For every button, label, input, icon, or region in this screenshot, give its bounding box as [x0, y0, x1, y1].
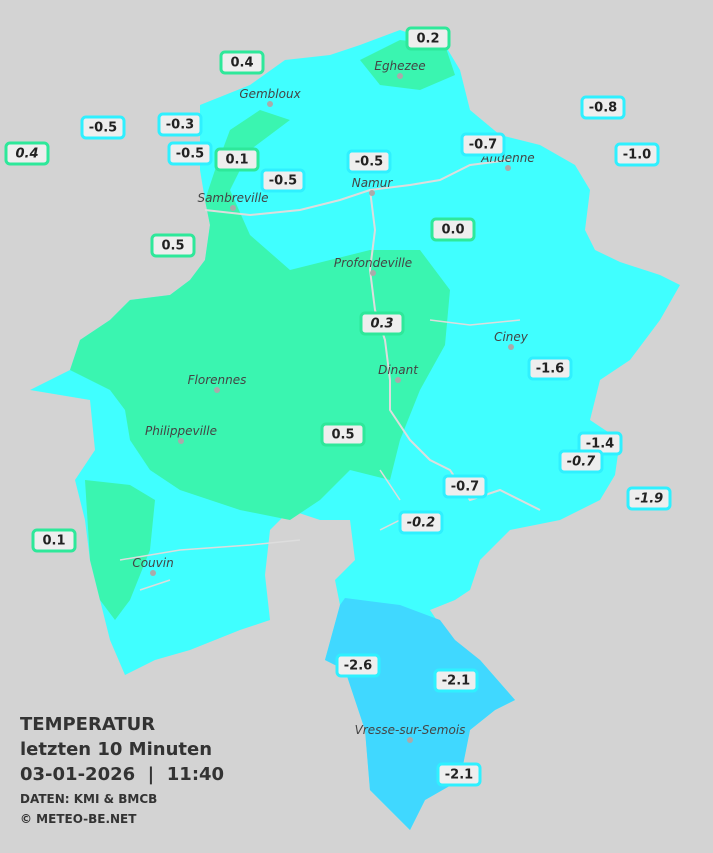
- station-value: -2.1: [442, 674, 470, 689]
- city-dot: [369, 190, 375, 196]
- station-value: -1.0: [623, 148, 651, 163]
- city-dot: [397, 73, 403, 79]
- mild-zone: [70, 110, 450, 520]
- station-value: -1.6: [536, 362, 564, 377]
- city-name: Gembloux: [239, 87, 301, 101]
- station-box: [359, 311, 405, 336]
- station-value: -0.5: [89, 121, 117, 136]
- station-box: [260, 168, 306, 193]
- station-layer: 0.2 0.4 -0.8 -0.5 -0.3 -0.7 0.4 -0.5 0.1 -0.5 -1.0…: [4, 26, 672, 787]
- station-box: [320, 422, 366, 447]
- city-name: Vresse-sur-Semois: [355, 723, 466, 737]
- station-box: [580, 95, 626, 120]
- station-value: 0.3: [370, 317, 393, 332]
- city-name: Eghezee: [374, 59, 425, 73]
- legend-period: letzten 10 Minuten: [20, 739, 212, 760]
- station-value: 0.4: [15, 147, 38, 162]
- legend-datetime: 03-01-2026 | 11:40: [20, 764, 224, 785]
- city-dot: [505, 165, 511, 171]
- city-dot: [214, 387, 220, 393]
- legend: TEMPERATUR letzten 10 Minuten 03-01-2026…: [20, 714, 224, 826]
- station-box: [398, 510, 444, 535]
- city-name: Philippeville: [145, 424, 217, 438]
- city-dot: [508, 344, 514, 350]
- city-dot: [395, 377, 401, 383]
- station-value: -1.9: [635, 492, 663, 507]
- station-value: -0.5: [176, 147, 204, 162]
- city-dot: [267, 101, 273, 107]
- legend-title: TEMPERATUR: [20, 714, 155, 735]
- city-name: Sambreville: [197, 191, 268, 205]
- city-name: Ciney: [494, 330, 529, 344]
- city-name: Namur: [352, 176, 394, 190]
- station-value: -0.3: [166, 118, 194, 133]
- station-box: [430, 217, 476, 242]
- legend-source: DATEN: KMI & BMCB: [20, 792, 157, 806]
- station-value: -2.6: [344, 659, 372, 674]
- station-value: -0.7: [451, 480, 479, 495]
- station-box: [527, 356, 573, 381]
- station-value: -0.7: [567, 455, 596, 470]
- station-value: 0.0: [441, 223, 464, 238]
- station-box: [442, 474, 488, 499]
- border: [119, 319, 521, 591]
- station-box: [150, 233, 196, 258]
- station-value: -0.7: [469, 138, 497, 153]
- station-value: 0.1: [42, 534, 65, 549]
- mild-zone: [360, 40, 455, 90]
- legend-copyright: © METEO-BE.NET: [20, 812, 137, 826]
- station-box: [335, 653, 381, 678]
- city-dot: [407, 737, 413, 743]
- city-dot: [178, 438, 184, 444]
- city-dot: [230, 205, 236, 211]
- station-box: [214, 147, 260, 172]
- station-box: [4, 141, 50, 166]
- station-value: 0.5: [161, 239, 184, 254]
- city-name: Dinant: [378, 363, 419, 377]
- station-value: 0.5: [331, 428, 354, 443]
- station-box: [460, 132, 506, 157]
- station-value: -0.5: [355, 155, 383, 170]
- station-box: [219, 50, 265, 75]
- city-name: Florennes: [188, 373, 247, 387]
- city-name: Profondeville: [334, 256, 412, 270]
- station-box: [433, 668, 479, 693]
- station-value: -1.4: [586, 437, 614, 452]
- station-box: [558, 449, 604, 474]
- station-value: -0.5: [269, 174, 297, 189]
- station-box: [80, 115, 126, 140]
- station-value: 0.2: [416, 32, 439, 47]
- station-value: 0.1: [225, 153, 248, 168]
- city-dot: [150, 570, 156, 576]
- station-value: -0.8: [589, 101, 617, 116]
- station-box: [346, 149, 392, 174]
- station-box: [31, 528, 77, 553]
- station-box: [405, 26, 451, 51]
- station-value: -2.1: [445, 768, 473, 783]
- river: [204, 159, 541, 511]
- station-box: [157, 112, 203, 137]
- city-dot: [370, 270, 376, 276]
- station-value: -0.2: [407, 516, 435, 531]
- mild-zone: [85, 480, 155, 620]
- station-value: 0.4: [230, 56, 253, 71]
- station-box: [436, 762, 482, 787]
- station-box: [626, 486, 672, 511]
- station-box: [614, 142, 660, 167]
- station-box: [167, 141, 213, 166]
- city-name: Couvin: [132, 556, 173, 570]
